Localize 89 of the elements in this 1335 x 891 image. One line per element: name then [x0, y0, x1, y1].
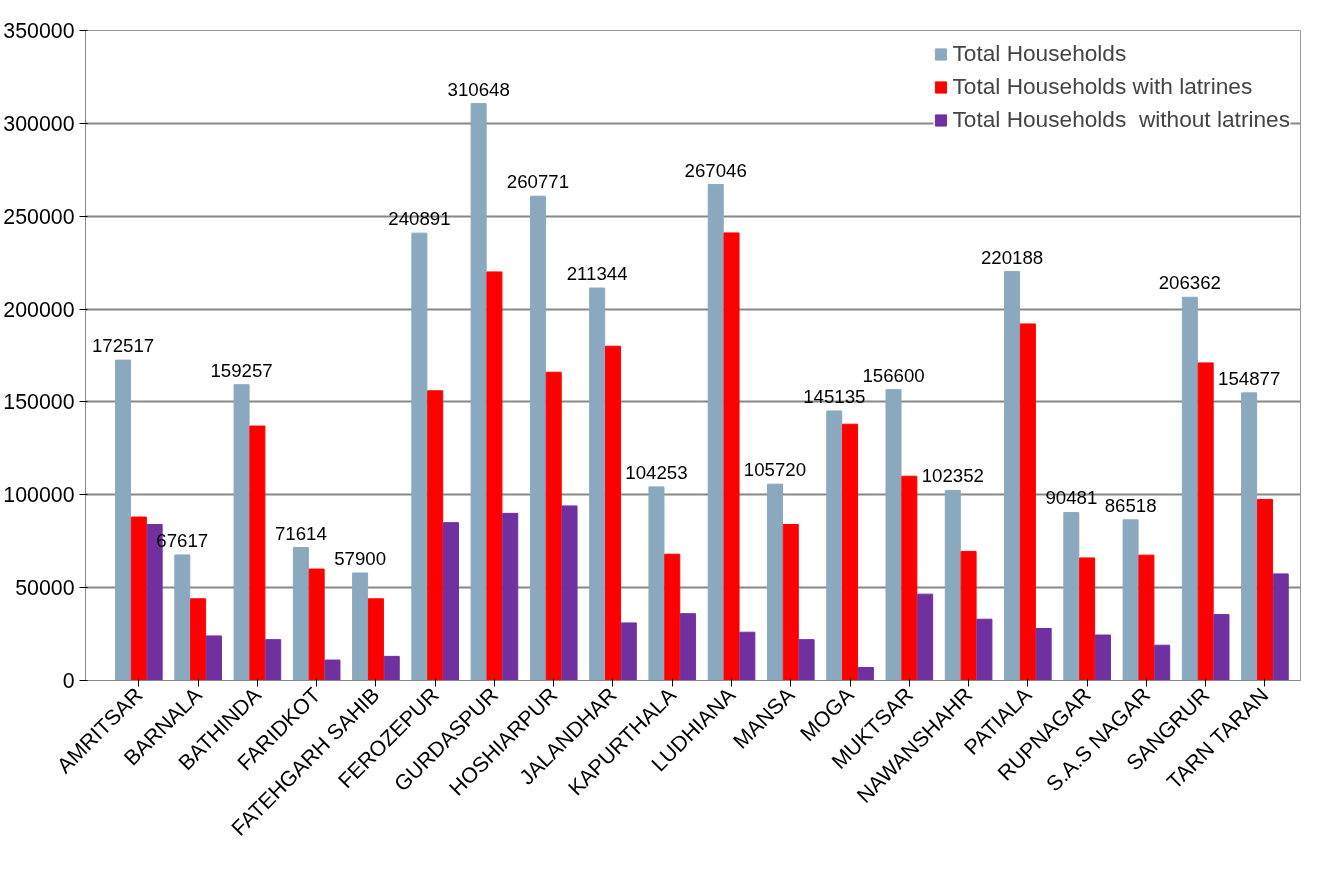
y-tick-label: 150000 [3, 390, 75, 415]
bar [1122, 519, 1139, 681]
bar [960, 550, 977, 681]
bar [1272, 573, 1289, 681]
data-label: 104253 [625, 461, 688, 483]
bar [1063, 511, 1080, 681]
bar [707, 184, 724, 681]
data-label: 86518 [1104, 494, 1157, 516]
bar [1154, 644, 1171, 681]
bar [826, 410, 843, 681]
bar [249, 425, 266, 681]
bar [1004, 271, 1021, 681]
legend-label: Total Households with latrines [952, 73, 1253, 100]
bar [604, 345, 621, 681]
bar [1019, 323, 1036, 681]
bar [130, 516, 147, 681]
bar [427, 390, 444, 681]
y-tick-label: 300000 [3, 111, 75, 136]
bar [561, 505, 578, 681]
bar [766, 483, 783, 681]
bar [1035, 628, 1052, 681]
bar [1256, 498, 1273, 681]
y-tick-label: 0 [62, 669, 75, 693]
bar [502, 512, 519, 681]
bar [115, 359, 132, 681]
y-tick-label: 250000 [3, 204, 75, 229]
data-label: 240891 [388, 208, 451, 230]
data-label: 211344 [566, 263, 628, 284]
bar [739, 631, 756, 681]
bar [205, 635, 222, 681]
bar [1138, 554, 1155, 681]
bar [308, 568, 325, 681]
data-label: 220188 [980, 246, 1044, 268]
data-label: 102352 [921, 465, 984, 487]
bar [976, 618, 993, 681]
bar [233, 384, 250, 681]
bar [885, 389, 902, 681]
bar [842, 423, 859, 681]
bar [1079, 557, 1096, 681]
data-label: 90481 [1045, 487, 1098, 509]
legend-label: Total Households [952, 40, 1127, 67]
bar [917, 593, 934, 681]
bar [470, 103, 487, 681]
bar [1094, 634, 1111, 681]
data-label: 57900 [334, 547, 387, 569]
data-label: 260771 [506, 171, 570, 193]
bar [486, 271, 503, 681]
bar [292, 547, 309, 681]
bar [782, 524, 799, 681]
bar [680, 613, 697, 681]
bar [529, 195, 546, 681]
bar [352, 572, 369, 681]
data-label: 267046 [684, 159, 747, 181]
bar [265, 639, 282, 681]
data-label: 310648 [447, 78, 510, 100]
bar [324, 659, 341, 681]
y-tick-label: 350000 [3, 19, 75, 43]
bar [1181, 296, 1198, 681]
bar [174, 554, 191, 681]
data-label: 105720 [743, 459, 807, 481]
bar [648, 486, 665, 681]
data-label: 172517 [91, 335, 155, 357]
data-label: 159257 [210, 359, 273, 381]
data-label: 156600 [862, 364, 925, 386]
data-label: 206362 [1158, 272, 1221, 294]
bar [442, 522, 459, 681]
bar [723, 232, 740, 681]
data-label: 71614 [274, 522, 327, 544]
bar [664, 553, 681, 681]
y-tick-label: 50000 [15, 576, 75, 601]
bar [411, 232, 428, 681]
bar [545, 371, 562, 681]
bar [798, 639, 815, 681]
y-tick-label: 200000 [3, 297, 75, 322]
bar [901, 475, 918, 681]
bar [1213, 614, 1230, 681]
bar [620, 622, 637, 681]
bar [944, 489, 961, 681]
bar [383, 655, 400, 681]
bar [589, 287, 606, 681]
bar [857, 667, 874, 681]
data-label: 145135 [803, 385, 866, 407]
y-tick-label: 100000 [3, 483, 75, 508]
data-label: 154877 [1218, 367, 1281, 389]
bar [190, 598, 207, 681]
bar [367, 598, 384, 681]
bar [1197, 362, 1214, 681]
legend-label: Total Households without latrines [952, 106, 1290, 133]
bar [1241, 392, 1258, 681]
